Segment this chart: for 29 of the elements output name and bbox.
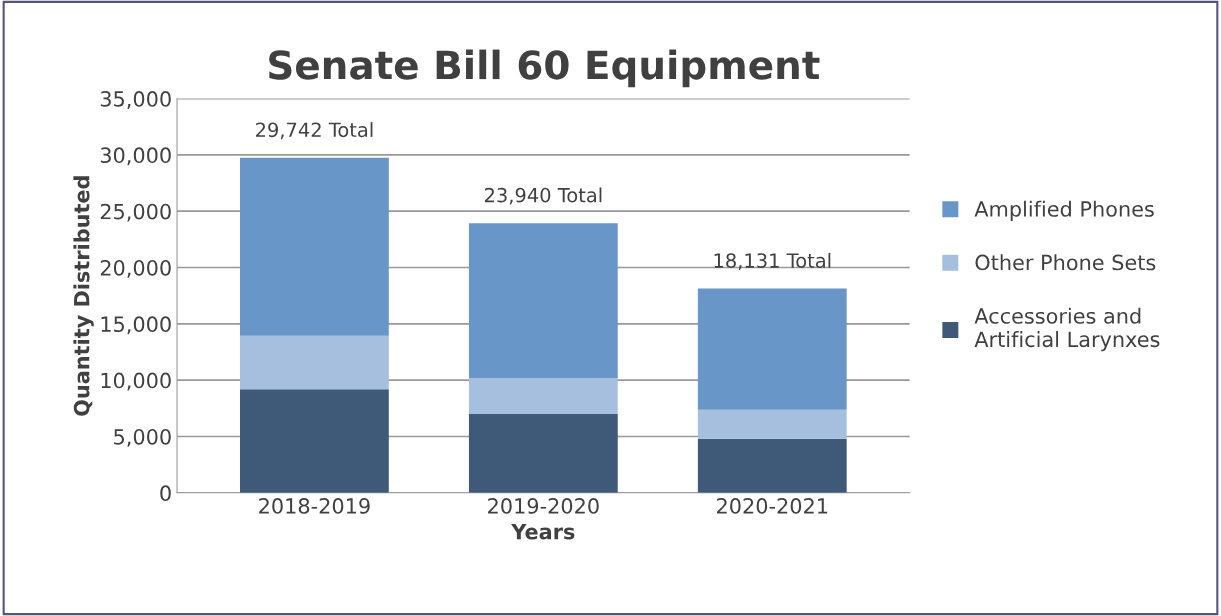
x-tick-label: 2020-2021 (717, 498, 828, 514)
total-label: 23,940 Total (484, 187, 602, 205)
y-tick-label: 10,000 (101, 372, 171, 391)
legend-label: Other Phone Sets (975, 254, 1156, 271)
x-axis-title: Years (511, 524, 575, 540)
bar (468, 223, 618, 378)
chart-title: Senate Bill 60 Equipment (269, 49, 820, 88)
legend-label: Accessories and Artificial Larynxes (974, 307, 1160, 352)
y-tick-label: 20,000 (100, 259, 171, 278)
bar (240, 157, 389, 336)
bar (697, 409, 847, 439)
bar (240, 389, 389, 493)
total-label: 29,742 Total (256, 122, 373, 140)
bar (697, 288, 847, 410)
y-axis-title: Quantity Distributed (73, 176, 94, 416)
bar (697, 438, 847, 493)
y-tick-label: 30,000 (100, 147, 171, 166)
x-tick-label: 2019-2020 (488, 498, 599, 514)
y-tick-label: 15,000 (101, 316, 171, 335)
bar (468, 413, 618, 493)
total-label: 18,131 Total (714, 252, 831, 270)
bar (468, 377, 618, 414)
legend-label: Amplified Phones (974, 200, 1154, 221)
y-tick-label: 5,000 (114, 428, 171, 447)
y-tick-label: 25,000 (100, 203, 171, 222)
bar (240, 335, 389, 390)
y-tick-label: 35,000 (100, 91, 171, 109)
x-tick-label: 2018-2019 (259, 498, 370, 514)
y-tick-label: 0 (160, 485, 171, 502)
